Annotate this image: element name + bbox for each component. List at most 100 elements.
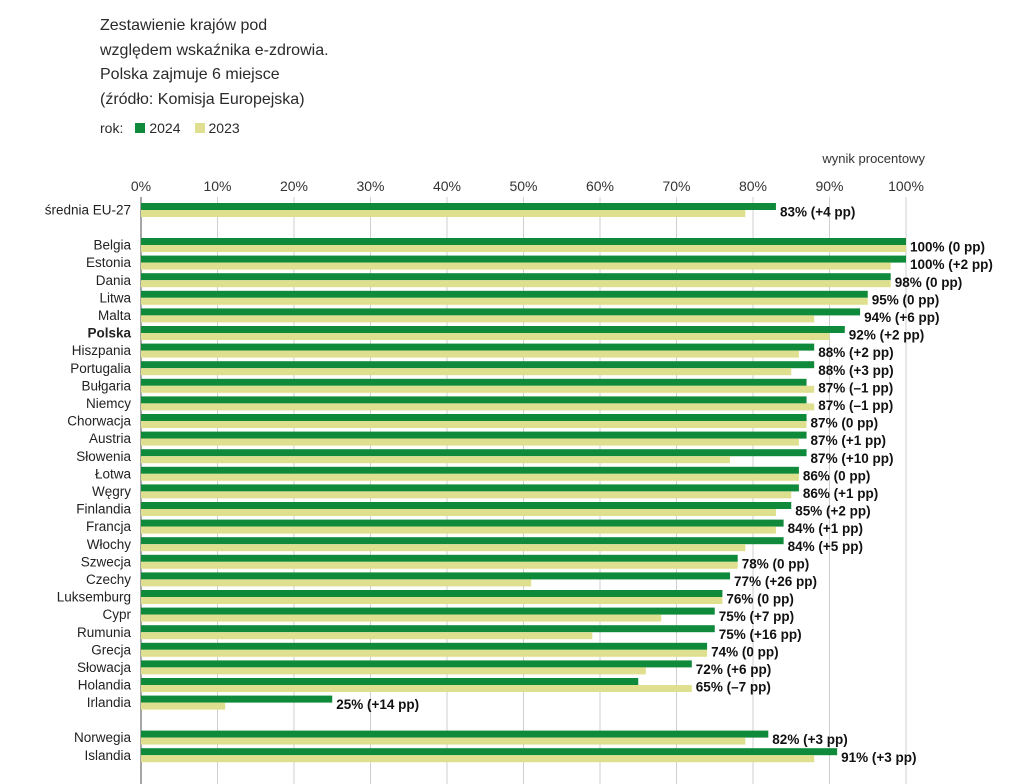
data-label: 84% (+5 pp)	[788, 539, 863, 554]
tick-label: 90%	[815, 178, 843, 194]
bar-2024	[141, 660, 692, 668]
bar-2023	[141, 667, 646, 675]
category-label: Włochy	[87, 537, 132, 552]
data-label: 87% (+10 pp)	[811, 451, 894, 466]
tick-label: 0%	[131, 178, 151, 194]
legend-label: rok:	[100, 120, 124, 136]
legend: rok: 2024 2023	[100, 120, 254, 136]
bar-2024	[141, 378, 807, 386]
bar-2024	[141, 730, 769, 738]
legend-item-2023: 2023	[194, 120, 240, 136]
data-label: 95% (0 pp)	[872, 292, 940, 307]
category-label: Polska	[87, 326, 131, 341]
data-label: 92% (+2 pp)	[849, 328, 924, 343]
data-label: 65% (–7 pp)	[696, 680, 771, 695]
data-label: 87% (+1 pp)	[811, 433, 886, 448]
legend-text-2024: 2024	[149, 120, 181, 136]
data-label: 98% (0 pp)	[895, 275, 963, 290]
title-line: względem wskaźnika e-zdrowia.	[100, 41, 329, 59]
bar-2024	[141, 273, 891, 281]
bar-2023	[141, 438, 799, 446]
bar-2023	[141, 579, 532, 587]
bar-2024	[141, 203, 776, 210]
bar-2023	[141, 350, 799, 358]
data-label: 94% (+6 pp)	[864, 310, 939, 325]
category-label: Austria	[89, 431, 132, 446]
bar-2023	[141, 649, 708, 657]
data-label: 85% (+2 pp)	[795, 504, 870, 519]
bar-2024	[141, 590, 723, 597]
category-label: Norwegia	[74, 730, 132, 745]
data-label: 100% (+2 pp)	[910, 257, 993, 272]
data-label: 75% (+7 pp)	[719, 609, 794, 624]
tick-label: 40%	[433, 178, 461, 194]
tick-label: 60%	[586, 178, 614, 194]
tick-label: 30%	[356, 178, 384, 194]
category-label: Dania	[96, 273, 132, 288]
bar-2024	[141, 695, 333, 703]
data-label: 91% (+3 pp)	[841, 750, 916, 765]
bar-2024	[141, 343, 815, 351]
bar-2024	[141, 308, 861, 316]
category-label: Belgia	[93, 238, 131, 253]
data-label: 87% (0 pp)	[811, 416, 879, 431]
category-label: Grecja	[91, 642, 131, 657]
category-label: Irlandia	[87, 695, 132, 710]
bar-2023	[141, 526, 776, 534]
bar-2024	[141, 607, 715, 615]
data-label: 25% (+14 pp)	[336, 697, 419, 712]
bar-2023	[141, 333, 830, 340]
bar-2023	[141, 737, 746, 745]
bar-2023	[141, 385, 815, 393]
bar-2024	[141, 519, 784, 527]
bar-2024	[141, 449, 807, 457]
category-label: Cypr	[102, 607, 131, 622]
category-label: Słowenia	[76, 449, 131, 464]
data-label: 88% (+2 pp)	[818, 345, 893, 360]
bar-2023	[141, 297, 868, 305]
bar-2023	[141, 456, 731, 464]
category-label: Francja	[86, 519, 132, 534]
tick-label: 80%	[739, 178, 767, 194]
category-label: Holandia	[78, 678, 132, 693]
bar-2023	[141, 210, 746, 217]
category-label: Portugalia	[70, 361, 131, 376]
bar-2024	[141, 255, 906, 263]
category-label: Luksemburg	[57, 590, 131, 605]
legend-swatch-2024	[135, 123, 146, 133]
bar-2024	[141, 361, 815, 369]
legend-item-2024: 2024	[135, 120, 181, 136]
bar-2024	[141, 625, 715, 633]
category-label: Niemcy	[86, 396, 131, 411]
data-label: 83% (+4 pp)	[780, 205, 855, 220]
chart-title: Zestawienie krajów pod względem wskaźnik…	[100, 14, 500, 112]
bar-2024	[141, 414, 807, 421]
legend-text-2023: 2023	[208, 120, 240, 136]
bar-2023	[141, 685, 692, 692]
category-label: Hiszpania	[72, 343, 132, 358]
category-label: Szwecja	[81, 554, 132, 569]
bar-2024	[141, 466, 799, 474]
category-label: Słowacja	[77, 660, 132, 675]
bar-2023	[141, 544, 746, 552]
data-label: 86% (+1 pp)	[803, 486, 878, 501]
bar-2024	[141, 678, 639, 685]
bar-2023	[141, 245, 906, 252]
data-label: 77% (+26 pp)	[734, 574, 817, 589]
bar-2023	[141, 491, 792, 499]
data-label: 76% (0 pp)	[726, 592, 794, 607]
bar-2024	[141, 431, 807, 439]
data-label: 74% (0 pp)	[711, 644, 779, 659]
bar-2023	[141, 403, 815, 411]
bar-2024	[141, 326, 845, 333]
bar-2023	[141, 755, 815, 763]
data-label: 78% (0 pp)	[742, 556, 810, 571]
axis-title: wynik procentowy	[821, 151, 925, 166]
tick-label: 100%	[888, 178, 924, 194]
bar-2024	[141, 554, 738, 562]
bar-2024	[141, 572, 731, 580]
data-label: 100% (0 pp)	[910, 240, 985, 255]
data-label: 75% (+16 pp)	[719, 627, 802, 642]
legend-swatch-2023	[194, 123, 205, 133]
